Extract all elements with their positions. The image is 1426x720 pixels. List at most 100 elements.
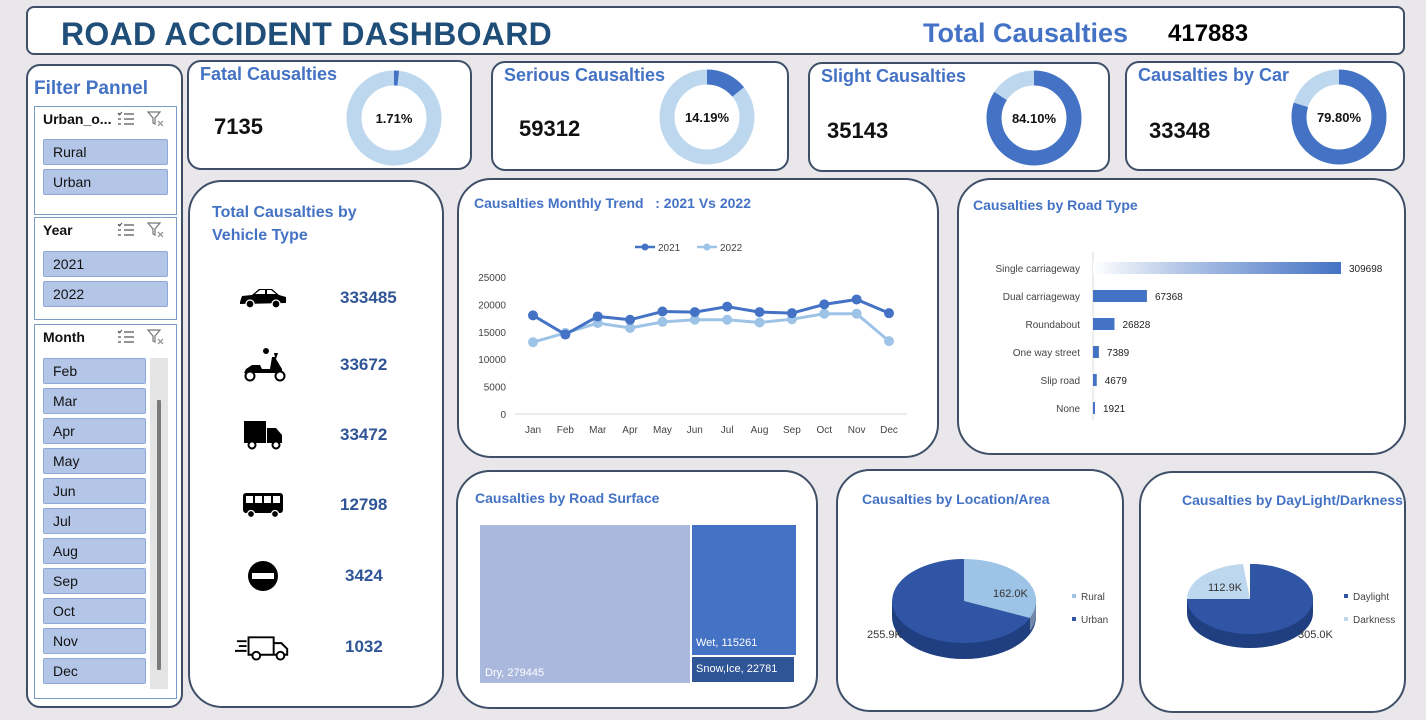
treemap-tile-dry: Dry, 279445 — [480, 525, 690, 683]
location-pie-chart: 162.0K 255.9K Rural Urban — [867, 558, 1108, 659]
treemap-label-dry: Dry, 279445 — [485, 667, 545, 679]
vehicle-value-scooter: 33672 — [340, 355, 388, 374]
slicer-item-2022[interactable]: 2022 — [43, 281, 168, 307]
legend-marker-2022 — [703, 243, 711, 251]
slicer-item-apr[interactable]: Apr — [43, 418, 146, 444]
scrollbar-thumb[interactable] — [157, 400, 161, 670]
data-point-2021 — [786, 308, 797, 319]
legend-swatch-rural — [1072, 594, 1076, 598]
monthly-trend-panel: Causalties Monthly Trend : 2021 Vs 2022 … — [457, 178, 939, 458]
treemap-label-snow-ice: Snow,Ice, 22781 — [696, 663, 778, 675]
slicer-item-sep[interactable]: Sep — [43, 568, 146, 594]
donut-arc — [659, 69, 755, 165]
data-point-2021 — [722, 301, 733, 312]
car-icon — [240, 289, 286, 309]
legend-label-daylight: Daylight — [1353, 592, 1389, 603]
multi-select-icon[interactable] — [117, 111, 135, 127]
data-point-2022 — [851, 308, 862, 319]
daylight-darkness-panel: Causalties by DayLight/Darkness 112.9K 3… — [1139, 471, 1406, 713]
delivery-van-icon — [235, 636, 289, 661]
slicer-item-dec[interactable]: Dec — [43, 658, 146, 684]
kpi-value: 7135 — [214, 114, 263, 139]
data-point-2022 — [625, 322, 636, 333]
donut-label: 14.19% — [685, 110, 730, 125]
x-tick-label: Mar — [589, 425, 607, 436]
clear-filter-icon[interactable] — [147, 329, 165, 345]
bar — [1093, 346, 1099, 358]
legend-label-2021: 2021 — [658, 243, 681, 254]
kpi-value: 59312 — [519, 116, 581, 141]
slicer-item-2021[interactable]: 2021 — [43, 251, 168, 277]
slicer-header: Year — [43, 222, 73, 238]
slicer-item-oct[interactable]: Oct — [43, 598, 146, 624]
bar — [1093, 318, 1115, 330]
data-point-2022 — [754, 317, 765, 328]
slicer-item-mar[interactable]: Mar — [43, 388, 146, 414]
category-label: Dual carriageway — [1003, 292, 1080, 303]
multi-select-icon[interactable] — [117, 222, 135, 238]
filter-panel: Filter Pannel Urban_o... Rural Urban Yea… — [26, 64, 183, 708]
kpi-card-serious: Serious Causalties 59312 14.19% — [491, 61, 789, 171]
dashboard-title: ROAD ACCIDENT DASHBOARD — [61, 16, 553, 52]
trend-chart-title: Causalties Monthly Trend : 2021 Vs 2022 — [474, 195, 751, 211]
data-point-2021 — [884, 308, 894, 319]
bar — [1093, 262, 1341, 274]
bar — [1093, 290, 1147, 302]
series-line-2022 — [532, 312, 890, 344]
data-label: 7389 — [1107, 348, 1130, 359]
donut-label: 84.10% — [1012, 111, 1057, 126]
slicer-header: Urban_o... — [43, 111, 112, 127]
data-point-2022 — [689, 314, 700, 325]
x-tick-label: Jun — [687, 425, 703, 436]
y-tick-label: 15000 — [478, 328, 506, 339]
clear-filter-icon[interactable] — [147, 222, 165, 238]
kpi-donut-chart: 84.10% — [986, 70, 1082, 166]
clear-filter-icon[interactable] — [147, 111, 165, 127]
slicer-item-feb[interactable]: Feb — [43, 358, 146, 384]
kpi-title: Causalties by Car — [1138, 65, 1290, 85]
slicer-scrollbar[interactable] — [150, 358, 168, 689]
legend-label-2022: 2022 — [720, 243, 743, 254]
category-label: Roundabout — [1026, 320, 1081, 331]
pie-label-urban: 255.9K — [867, 629, 903, 641]
kpi-card-fatal: Fatal Causalties 7135 1.71% — [187, 60, 472, 170]
slicer-item-jul[interactable]: Jul — [43, 508, 146, 534]
vehicle-row-van: 1032 — [190, 627, 440, 667]
vehicle-value-truck: 33472 — [340, 425, 388, 444]
slicer-item-aug[interactable]: Aug — [43, 538, 146, 564]
kpi-card-car: Causalties by Car 33348 79.80% — [1125, 61, 1405, 171]
slicer-urban-rural: Urban_o... Rural Urban — [34, 106, 177, 215]
kpi-card-slight: Slight Causalties 35143 84.10% — [808, 62, 1110, 172]
data-point-2022 — [884, 336, 894, 347]
data-label: 26828 — [1122, 320, 1150, 331]
vehicle-row-truck: 33472 — [190, 415, 440, 455]
scooter-icon — [244, 348, 286, 382]
multi-select-icon[interactable] — [117, 329, 135, 345]
pie-label-rural: 162.0K — [993, 588, 1029, 600]
donut-arc — [1291, 69, 1387, 165]
data-label: 4679 — [1105, 376, 1128, 387]
slicer-item-urban[interactable]: Urban — [43, 169, 168, 195]
category-label: One way street — [1013, 348, 1080, 359]
slicer-item-may[interactable]: May — [43, 448, 146, 474]
bar — [1093, 374, 1097, 386]
truck-icon — [244, 421, 282, 450]
donut-label: 79.80% — [1317, 110, 1362, 125]
series-line-2021 — [532, 297, 890, 337]
slicer-item-nov[interactable]: Nov — [43, 628, 146, 654]
road-type-panel: Causalties by Road Type Single carriagew… — [957, 178, 1406, 455]
slicer-item-rural[interactable]: Rural — [43, 139, 168, 165]
data-point-2021 — [819, 299, 830, 310]
data-point-2021 — [592, 311, 603, 322]
pie-label-darkness: 112.9K — [1208, 582, 1243, 594]
data-point-2021 — [689, 307, 700, 318]
pie-slice-daylight-upper — [1250, 564, 1313, 599]
kpi-donut-chart: 79.80% — [1291, 69, 1387, 165]
vehicle-row-car: 333485 — [190, 278, 440, 318]
slicer-item-jun[interactable]: Jun — [43, 478, 146, 504]
pie-slice-darkness — [1186, 564, 1250, 599]
data-point-2022 — [722, 314, 733, 325]
chart-legend: 2021 2022 — [635, 243, 743, 254]
bar — [1093, 402, 1095, 414]
vehicle-panel-title: Total Causalties by Vehicle Type — [212, 201, 357, 247]
